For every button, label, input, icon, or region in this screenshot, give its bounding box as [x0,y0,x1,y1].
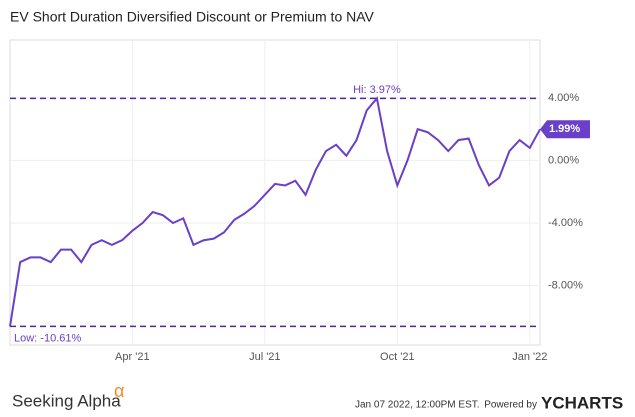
value-label: 1.99% [549,123,580,135]
y-tick-label: -4.00% [548,217,583,229]
brand: Seeking Alpha [12,391,121,410]
hi-label: Hi: 3.97% [353,84,401,96]
value-label-box [540,120,590,139]
plot-frame [9,39,541,346]
y-tick-label: 4.00% [548,92,579,104]
x-tick-label: Jul '21 [249,351,280,363]
footer-provider: YCHARTS [541,393,623,412]
footer-date: Jan 07 2022, 12:00PM EST. [355,400,480,411]
brand-mark: α [114,381,124,401]
x-tick-label: Apr '21 [115,351,150,363]
footer-powered: Powered by [484,400,537,411]
series-line [9,96,541,327]
y-tick-label: -8.00% [548,279,583,291]
x-tick-label: Oct '21 [380,351,415,363]
x-tick-label: Jan '22 [512,351,547,363]
y-tick-label: 0.00% [548,154,579,166]
low-label: Low: -10.61% [14,332,81,344]
chart-title: EV Short Duration Diversified Discount o… [10,9,375,25]
